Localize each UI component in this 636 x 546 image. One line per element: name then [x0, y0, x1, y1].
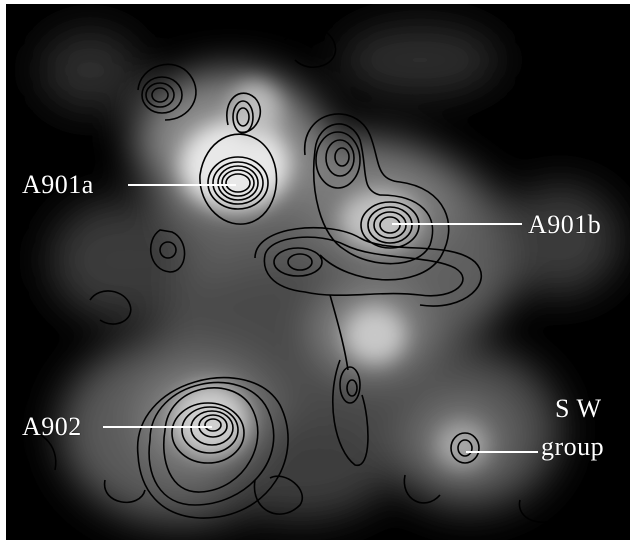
label-a901a: A901a: [22, 170, 94, 199]
label-a901b: A901b: [528, 210, 602, 239]
label-a902: A902: [22, 412, 82, 441]
label-sw-group-line1: S W: [555, 394, 602, 423]
contour-lines: [9, 26, 611, 524]
label-sw-group-line2: group: [541, 432, 605, 461]
leader-lines: [103, 184, 538, 453]
